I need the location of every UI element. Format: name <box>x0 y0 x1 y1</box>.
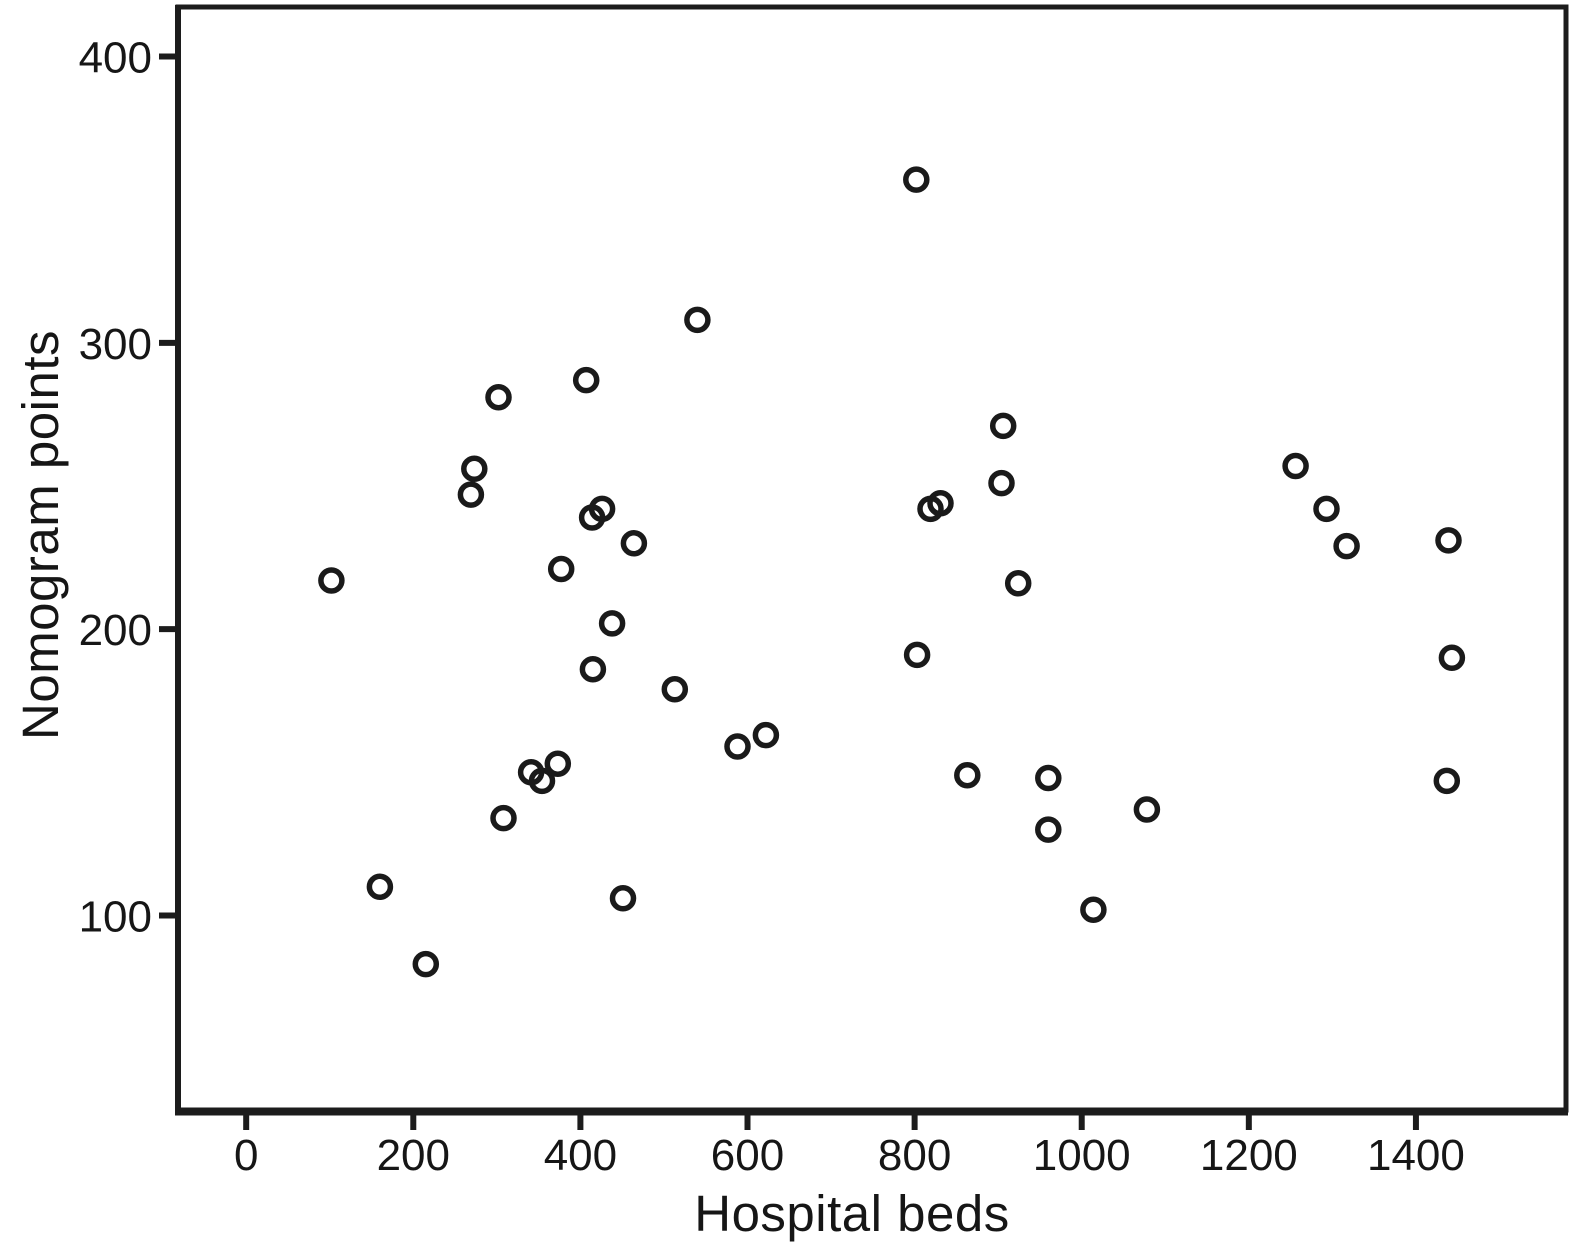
data-point <box>724 733 751 760</box>
data-point <box>752 721 780 749</box>
x-tick-label: 800 <box>878 1131 951 1180</box>
points-layer <box>318 166 1466 978</box>
data-point <box>1313 495 1340 523</box>
y-tick-label: 200 <box>79 606 152 655</box>
data-point <box>1080 896 1107 923</box>
x-tick-label: 400 <box>544 1131 617 1180</box>
data-point <box>1035 816 1062 843</box>
ticks-layer: 0 200 400 600 800 1000 1200 1400 100 200 300 400 <box>79 34 1465 1180</box>
data-point <box>457 481 485 508</box>
x-tick-label: 1200 <box>1200 1131 1298 1180</box>
data-point <box>989 412 1017 440</box>
plot-frame <box>175 4 1569 1113</box>
data-point <box>954 761 981 789</box>
data-point <box>1438 644 1466 672</box>
data-point <box>1004 570 1032 597</box>
data-point <box>544 750 572 777</box>
data-point <box>1282 452 1309 480</box>
y-axis-title: Nomogram points <box>12 330 69 740</box>
x-tick-label: 0 <box>234 1131 258 1180</box>
data-point <box>528 767 556 795</box>
data-point <box>461 455 488 483</box>
data-point <box>661 676 689 703</box>
y-tick-label: 300 <box>79 320 152 369</box>
data-point <box>903 641 931 669</box>
data-point <box>927 489 954 517</box>
x-tick-label: 1400 <box>1367 1131 1465 1180</box>
data-point <box>547 555 575 583</box>
data-point <box>366 873 394 901</box>
data-point <box>684 306 711 334</box>
x-axis-title: Hospital beds <box>694 1185 1010 1242</box>
data-point <box>609 885 637 912</box>
data-point <box>490 804 517 832</box>
data-point <box>620 530 648 557</box>
x-tick-label: 600 <box>711 1131 784 1180</box>
data-point <box>572 366 600 394</box>
data-point <box>598 610 626 637</box>
x-tick-label: 1000 <box>1033 1131 1131 1180</box>
data-point <box>579 655 607 683</box>
data-point <box>588 495 616 523</box>
y-tick-label: 100 <box>79 892 152 941</box>
data-point <box>412 950 440 978</box>
data-point <box>1433 767 1461 795</box>
data-point <box>318 567 345 594</box>
data-point <box>1133 796 1161 823</box>
y-tick-label: 400 <box>79 34 152 83</box>
data-point <box>1333 532 1360 560</box>
data-point <box>1035 764 1062 792</box>
data-point <box>1435 527 1462 554</box>
data-point <box>988 469 1015 497</box>
data-point <box>903 166 930 193</box>
x-tick-label: 200 <box>377 1131 450 1180</box>
data-point <box>485 383 512 411</box>
